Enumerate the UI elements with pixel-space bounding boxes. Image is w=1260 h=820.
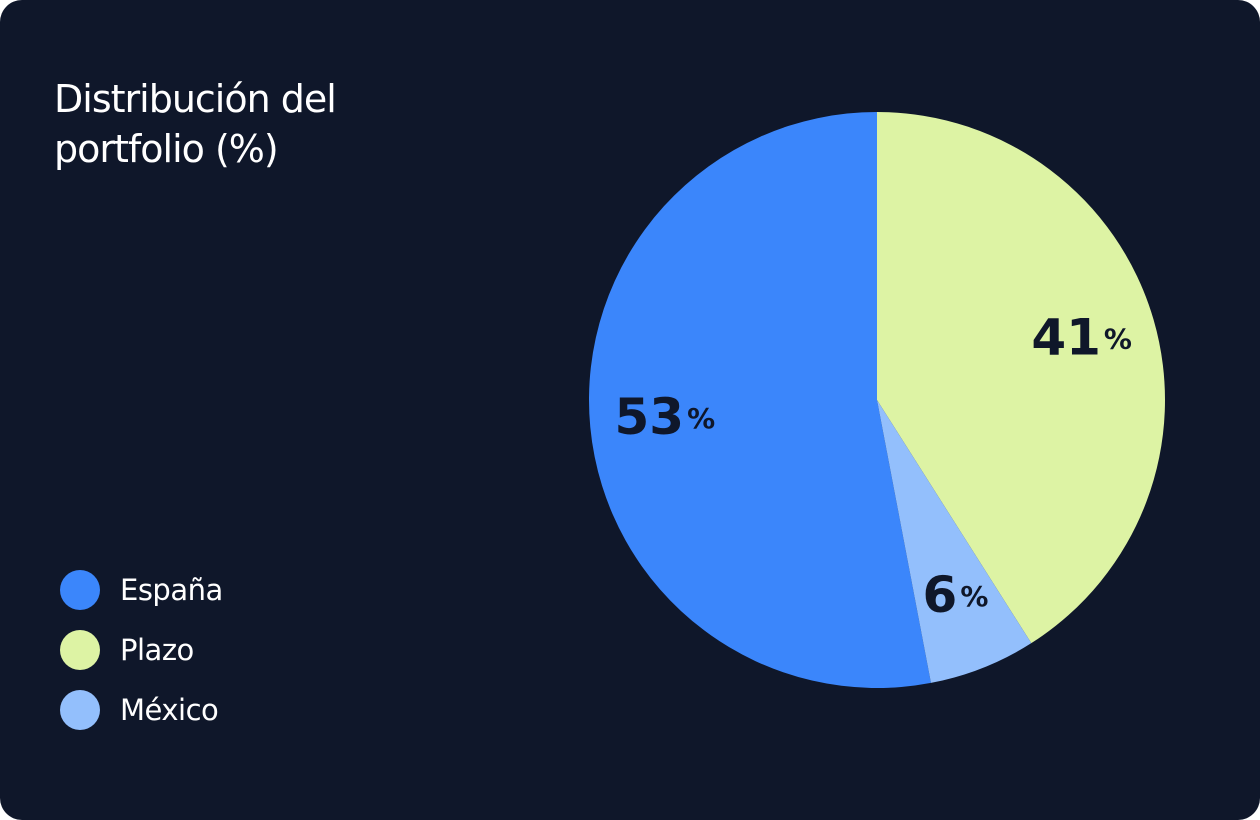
- legend-label: Plazo: [120, 633, 194, 667]
- chart-title: Distribución del portfolio (%): [54, 77, 337, 171]
- legend-swatch: [60, 570, 100, 610]
- data-label-unit: %: [1104, 323, 1132, 356]
- data-label-unit: %: [687, 402, 715, 435]
- pie-slice: [589, 112, 931, 688]
- data-label-number: 41: [1031, 308, 1101, 366]
- data-label-number: 53: [614, 388, 684, 446]
- legend-item: España: [60, 560, 223, 620]
- legend: España Plazo México: [60, 560, 223, 740]
- legend-label: México: [120, 693, 219, 727]
- pie-slice: [877, 112, 1165, 644]
- data-label-number: 6: [923, 566, 958, 624]
- pie-slice: [877, 400, 1032, 683]
- legend-swatch: [60, 690, 100, 730]
- legend-item: México: [60, 680, 223, 740]
- data-label: 6%: [923, 566, 989, 624]
- data-label: 53%: [614, 388, 715, 446]
- legend-label: España: [120, 573, 223, 607]
- data-label-unit: %: [960, 580, 988, 613]
- legend-item: Plazo: [60, 620, 223, 680]
- legend-swatch: [60, 630, 100, 670]
- data-label: 41%: [1031, 308, 1132, 366]
